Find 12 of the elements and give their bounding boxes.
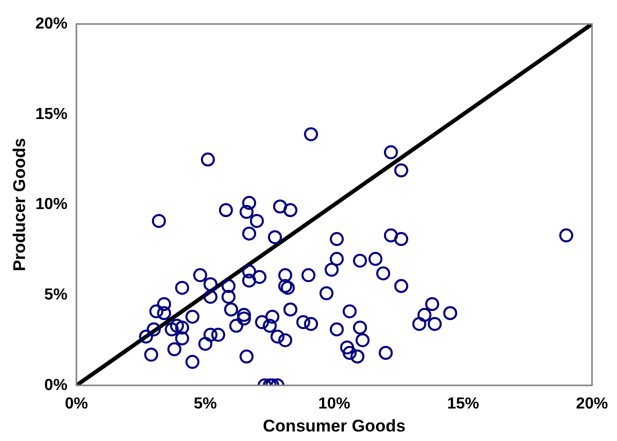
x-tick-label: 5% — [194, 395, 217, 412]
x-tick-label: 0% — [64, 395, 88, 412]
x-tick-label: 10% — [318, 395, 350, 412]
x-axis-title: Consumer Goods — [262, 416, 406, 436]
x-tick-label: 15% — [447, 395, 480, 412]
x-tick-label: 20% — [576, 395, 608, 412]
y-axis-title: Producer Goods — [10, 138, 29, 272]
y-tick-label: 15% — [35, 106, 68, 123]
y-tick-label: 0% — [44, 376, 68, 394]
y-tick-label: 5% — [44, 286, 68, 304]
y-tick-label: 10% — [35, 196, 68, 214]
y-tick-label: 20% — [35, 15, 68, 32]
